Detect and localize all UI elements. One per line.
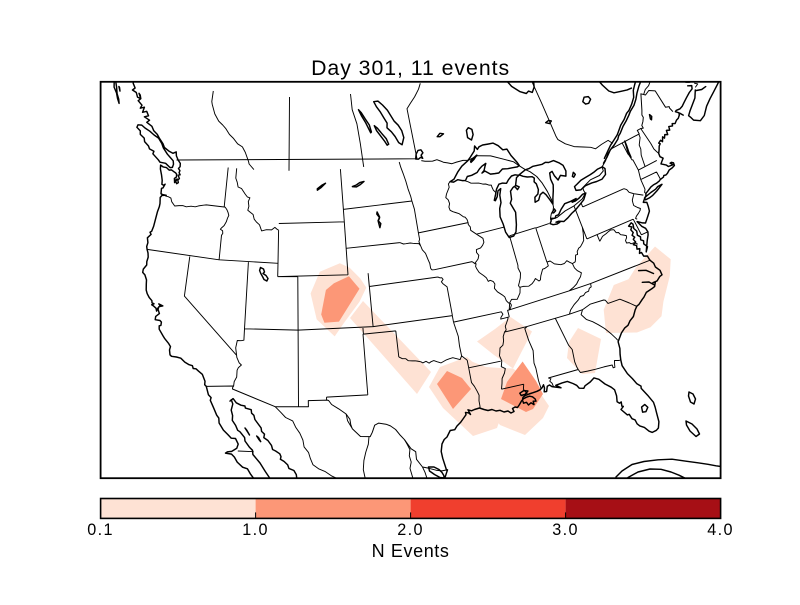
svg-text:Day 301, 11 events: Day 301, 11 events bbox=[311, 56, 510, 80]
svg-text:2.0: 2.0 bbox=[397, 521, 424, 539]
svg-text:0.1: 0.1 bbox=[87, 521, 114, 539]
svg-text:N Events: N Events bbox=[372, 541, 450, 561]
svg-text:4.0: 4.0 bbox=[707, 521, 734, 539]
svg-text:3.0: 3.0 bbox=[552, 521, 579, 539]
svg-text:1.0: 1.0 bbox=[242, 521, 269, 539]
